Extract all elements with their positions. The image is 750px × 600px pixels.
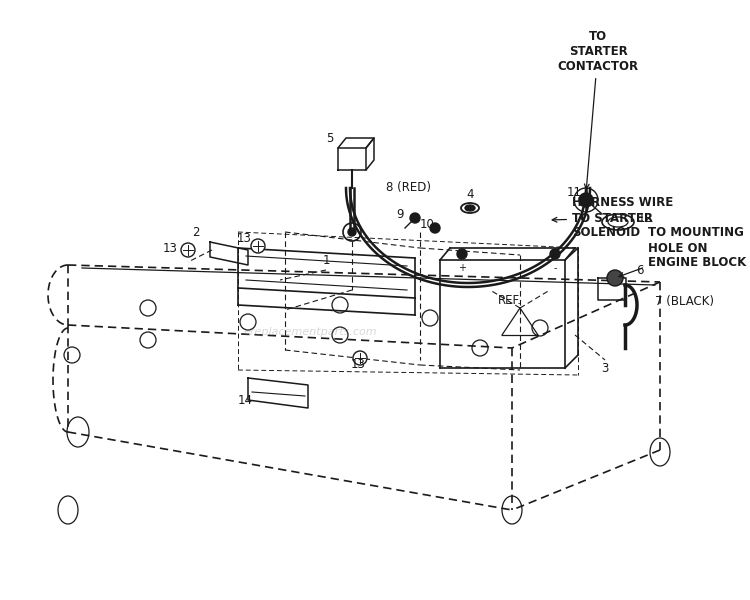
Text: 9: 9: [396, 208, 404, 221]
Text: 10: 10: [419, 218, 434, 232]
Circle shape: [410, 213, 420, 223]
Text: 13: 13: [236, 232, 251, 245]
Text: 12: 12: [638, 211, 652, 224]
Text: TO MOUNTING
HOLE ON
ENGINE BLOCK: TO MOUNTING HOLE ON ENGINE BLOCK: [619, 226, 746, 277]
Ellipse shape: [602, 214, 634, 230]
Circle shape: [579, 193, 593, 207]
Circle shape: [348, 228, 356, 236]
Text: 5: 5: [326, 131, 334, 145]
Text: REF.: REF.: [498, 293, 522, 307]
Text: HARNESS WIRE
TO STARTER
SOLENOID: HARNESS WIRE TO STARTER SOLENOID: [552, 196, 674, 239]
Circle shape: [251, 239, 265, 253]
Text: -: -: [554, 263, 556, 273]
Text: 14: 14: [238, 394, 253, 407]
Text: ereplacementparts.com: ereplacementparts.com: [243, 327, 376, 337]
Text: 8 (RED): 8 (RED): [386, 181, 430, 194]
Text: 4: 4: [466, 188, 474, 202]
Text: TO
STARTER
CONTACTOR: TO STARTER CONTACTOR: [557, 30, 638, 189]
Text: 13: 13: [163, 241, 178, 254]
Text: 3: 3: [602, 361, 609, 374]
Text: 6: 6: [636, 263, 644, 277]
Circle shape: [457, 249, 467, 259]
Text: 2: 2: [192, 226, 200, 238]
Text: 7 (BLACK): 7 (BLACK): [655, 295, 714, 308]
Ellipse shape: [465, 205, 475, 211]
Text: 1: 1: [322, 254, 330, 268]
Circle shape: [430, 223, 440, 233]
Text: 11: 11: [566, 185, 581, 199]
Circle shape: [181, 243, 195, 257]
Circle shape: [607, 270, 623, 286]
Circle shape: [353, 351, 367, 365]
Text: 13: 13: [350, 358, 365, 371]
Circle shape: [550, 249, 560, 259]
Text: +: +: [458, 263, 466, 273]
